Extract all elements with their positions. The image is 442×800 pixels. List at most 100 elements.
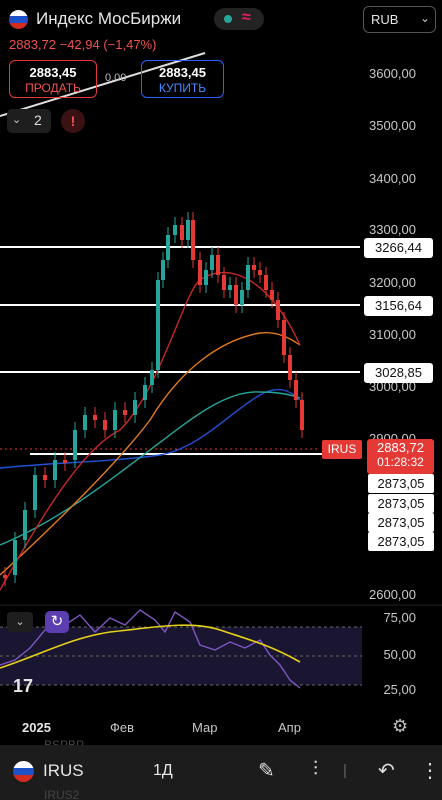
candle-body bbox=[288, 355, 292, 380]
candles-group bbox=[3, 212, 304, 586]
candle-body bbox=[13, 540, 17, 575]
market-status-pill[interactable]: ≈ bbox=[214, 8, 264, 30]
candle-body bbox=[173, 225, 177, 235]
sell-button[interactable]: 2883,45 ПРОДАТЬ bbox=[9, 60, 97, 98]
level-label[interactable]: 3156,64 bbox=[364, 296, 433, 316]
candle-body bbox=[93, 415, 97, 420]
price-axis-label: 3500,00 bbox=[369, 118, 416, 133]
price-axis-label: 2600,00 bbox=[369, 587, 416, 602]
candle-body bbox=[113, 410, 117, 430]
price-axis-label: 3400,00 bbox=[369, 171, 416, 186]
spread-value: 0,00 bbox=[105, 72, 127, 84]
candle-body bbox=[150, 370, 154, 385]
time-axis-label: Апр bbox=[278, 720, 301, 735]
rsi-axis-label: 50,00 bbox=[383, 647, 416, 662]
interval-button[interactable]: 1Д bbox=[153, 762, 173, 779]
candle-body bbox=[222, 275, 226, 290]
candle-body bbox=[63, 460, 67, 463]
ghost-symbol-text: IRUS2 bbox=[44, 788, 80, 800]
rsi-ma-line bbox=[0, 624, 301, 669]
warning-icon[interactable]: ! bbox=[61, 109, 85, 133]
candle-body bbox=[270, 290, 274, 300]
price-axis-label: 3600,00 bbox=[369, 66, 416, 81]
candle-body bbox=[258, 270, 262, 275]
indicator-count: 2 bbox=[34, 112, 42, 128]
buy-price: 2883,45 bbox=[159, 65, 206, 80]
chevron-down-icon: ⌄ bbox=[12, 114, 22, 126]
sliders-icon[interactable]: ⫶ bbox=[313, 758, 318, 780]
time-axis-label: 2025 bbox=[22, 720, 51, 735]
divider-icon: | bbox=[343, 762, 347, 779]
candle-body bbox=[294, 380, 298, 400]
candle-body bbox=[123, 410, 127, 415]
candle-body bbox=[300, 400, 304, 430]
symbol-tag: IRUS bbox=[322, 440, 362, 459]
pencil-icon[interactable]: ✎ bbox=[258, 760, 275, 782]
header-bar: Индекс МосБиржи ≈ RUB ⌄ 2883,72 −42,94 (… bbox=[0, 0, 442, 60]
market-open-dot-icon bbox=[224, 15, 232, 23]
undo-icon[interactable]: ↶ bbox=[378, 760, 395, 782]
currency-select[interactable]: RUB ⌄ bbox=[363, 6, 436, 33]
price-axis-label: 3100,00 bbox=[369, 327, 416, 342]
wave-icon: ≈ bbox=[242, 9, 251, 26]
candle-body bbox=[204, 270, 208, 285]
price-marker: 2873,05 bbox=[368, 513, 434, 532]
candle-body bbox=[3, 575, 7, 578]
buy-label: КУПИТЬ bbox=[158, 81, 207, 95]
chevron-down-icon: ⌄ bbox=[420, 11, 431, 25]
candle-body bbox=[33, 475, 37, 510]
gear-icon[interactable]: ⚙ bbox=[392, 716, 409, 736]
bottom-symbol-button[interactable]: IRUS bbox=[43, 761, 84, 780]
price-marker: 2873,05 bbox=[368, 474, 434, 493]
candle-body bbox=[210, 255, 214, 270]
time-axis-label: Мар bbox=[192, 720, 218, 735]
candle-body bbox=[143, 385, 147, 400]
more-icon[interactable]: ⋮ bbox=[420, 760, 440, 782]
candle-body bbox=[240, 290, 244, 305]
time-axis-label: Фев bbox=[110, 720, 135, 735]
candle-body bbox=[133, 400, 137, 415]
trend-line bbox=[0, 52, 206, 117]
candle-body bbox=[282, 320, 286, 355]
instrument-title[interactable]: Индекс МосБиржи bbox=[36, 9, 182, 28]
ma-red bbox=[0, 271, 301, 591]
candle-body bbox=[73, 430, 77, 460]
candle-body bbox=[161, 260, 165, 280]
rsi-collapse-button[interactable]: ⌄ bbox=[7, 612, 33, 632]
candle-body bbox=[191, 220, 195, 260]
candle-body bbox=[103, 420, 107, 430]
russia-flag-icon bbox=[9, 10, 28, 29]
quote-change: 2883,72 −42,94 (−1,47%) bbox=[9, 37, 157, 52]
ma-blue bbox=[0, 388, 301, 469]
ma-teal bbox=[0, 391, 301, 546]
russia-flag-icon bbox=[13, 761, 34, 782]
level-label[interactable]: 3028,85 bbox=[364, 363, 433, 383]
rsi-indicator-icon[interactable]: ↻ bbox=[45, 611, 69, 633]
price-axis-label: 3300,00 bbox=[369, 222, 416, 237]
candle-body bbox=[186, 220, 190, 240]
tradingview-logo-icon: 17 bbox=[13, 676, 34, 696]
candle-body bbox=[166, 235, 170, 260]
candle-body bbox=[53, 460, 57, 480]
last-price-label: 2883,72 01:28:32 bbox=[367, 439, 434, 474]
candle-body bbox=[228, 285, 232, 290]
level-label[interactable]: 3266,44 bbox=[364, 238, 433, 258]
bottom-toolbar: IRUS 1Д ✎ ⫶ | ↶ ⋮ bbox=[0, 745, 442, 800]
indicators-toggle-button[interactable]: ⌄ 2 bbox=[7, 109, 51, 133]
candle-body bbox=[156, 280, 160, 370]
last-price-value: 2883,72 bbox=[377, 440, 424, 455]
candle-body bbox=[246, 265, 250, 290]
price-axis-label: 3200,00 bbox=[369, 275, 416, 290]
candle-body bbox=[252, 265, 256, 270]
candle-body bbox=[83, 415, 87, 430]
candle-body bbox=[234, 285, 238, 305]
rsi-axis-label: 25,00 bbox=[383, 682, 416, 697]
candle-body bbox=[23, 510, 27, 540]
price-marker: 2873,05 bbox=[368, 494, 434, 513]
candle-body bbox=[264, 275, 268, 290]
currency-value: RUB bbox=[371, 12, 399, 27]
buy-button[interactable]: 2883,45 КУПИТЬ bbox=[141, 60, 224, 98]
sell-price: 2883,45 bbox=[29, 65, 77, 80]
price-marker: 2873,05 bbox=[368, 532, 434, 551]
